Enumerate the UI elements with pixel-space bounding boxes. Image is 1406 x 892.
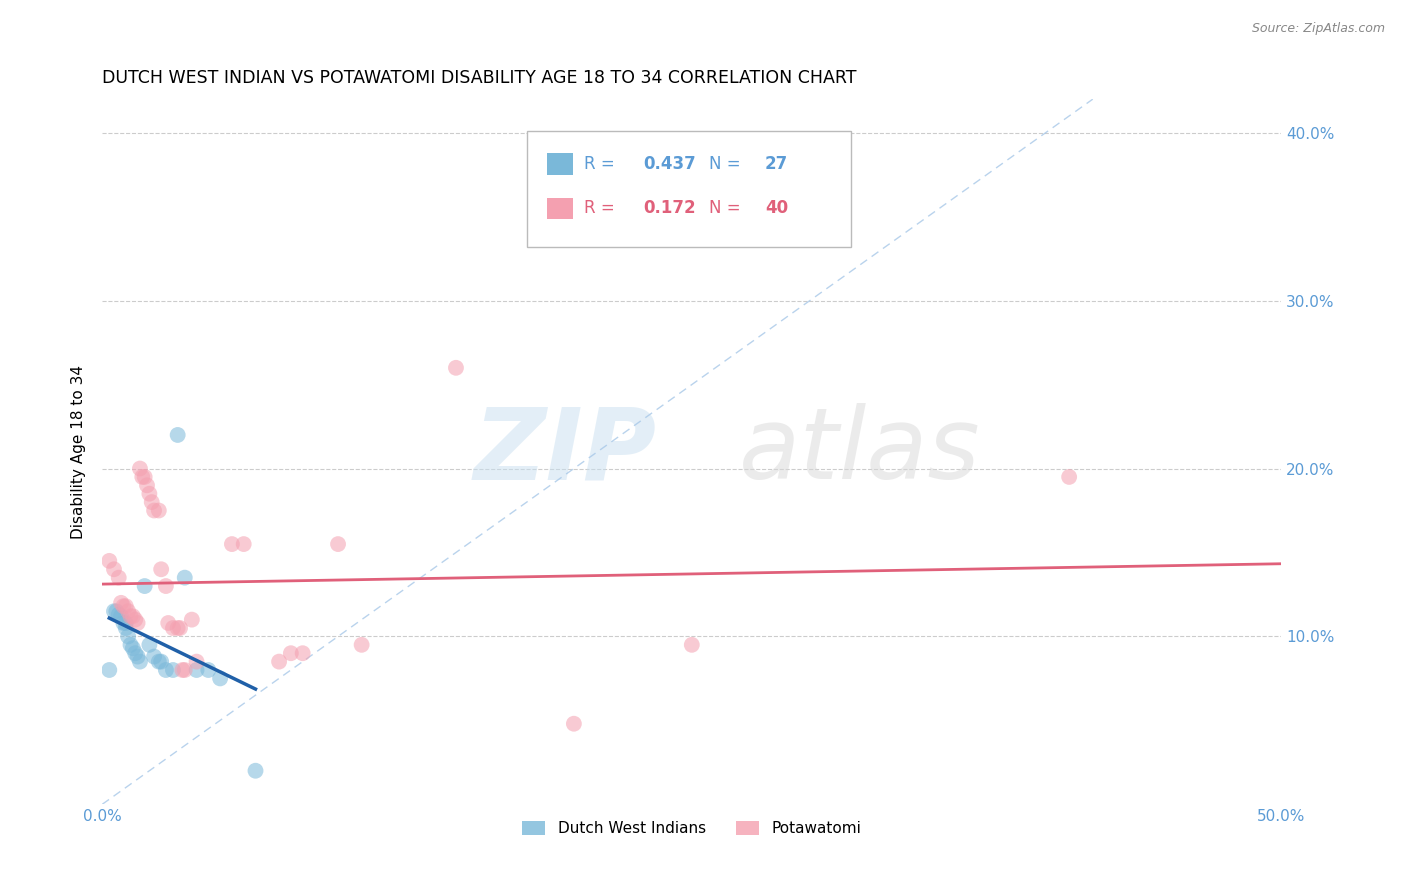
Point [127,649,149,664]
Point [162,663,184,677]
Text: 27: 27 [765,155,789,173]
Text: DUTCH WEST INDIAN VS POTAWATOMI DISABILITY AGE 18 TO 34 CORRELATION CHART: DUTCH WEST INDIAN VS POTAWATOMI DISABILI… [103,69,856,87]
Point [136,478,159,492]
Bar [547,153,572,175]
Point [112,599,135,614]
Point [173,571,195,585]
Point [117,604,139,618]
Text: 0.437: 0.437 [644,155,696,173]
Y-axis label: Disability Age 18 to 34: Disability Age 18 to 34 [72,365,86,539]
Point [155,579,177,593]
Text: atlas: atlas [740,403,980,500]
Point [172,663,194,677]
Point [280,646,302,660]
Point [221,537,243,551]
Point [245,764,267,778]
Text: N =: N = [710,200,747,218]
Point [162,621,184,635]
Point [209,672,232,686]
Point [129,461,152,475]
Point [124,613,146,627]
Point [129,655,152,669]
Point [117,629,139,643]
Point [150,562,173,576]
Point [110,609,132,624]
Point [562,716,585,731]
Point [138,487,160,501]
Legend: Dutch West Indians, Potawatomi: Dutch West Indians, Potawatomi [516,815,868,843]
Point [127,615,149,630]
Point [186,655,208,669]
Point [120,609,142,624]
Point [138,638,160,652]
Point [134,579,156,593]
Point [1057,470,1080,484]
Point [169,621,191,635]
Text: ZIP: ZIP [474,403,657,500]
Point [143,503,166,517]
Text: 0.172: 0.172 [644,200,696,218]
Point [157,615,180,630]
Text: N =: N = [710,155,747,173]
Point [105,604,128,618]
Point [120,638,142,652]
Point [114,599,136,614]
Point [114,621,136,635]
Point [232,537,254,551]
Point [98,554,121,568]
Point [112,615,135,630]
Bar [547,198,572,219]
Text: 40: 40 [765,200,787,218]
Point [107,571,129,585]
Point [110,596,132,610]
Point [681,638,703,652]
Point [143,649,166,664]
Point [103,562,125,576]
Point [186,663,208,677]
Point [114,615,136,630]
Point [150,655,173,669]
Point [180,613,202,627]
Point [444,360,467,375]
Point [166,621,188,635]
Point [267,655,290,669]
Point [107,607,129,622]
Text: R =: R = [585,155,620,173]
Point [350,638,373,652]
Point [166,428,188,442]
Point [134,470,156,484]
Text: Source: ZipAtlas.com: Source: ZipAtlas.com [1251,22,1385,36]
Point [173,663,195,677]
Point [148,503,170,517]
Point [141,495,163,509]
Point [124,646,146,660]
Point [122,641,145,656]
Point [197,663,219,677]
Point [122,609,145,624]
Point [103,604,125,618]
Point [291,646,314,660]
FancyBboxPatch shape [527,131,851,247]
Point [131,470,153,484]
Point [155,663,177,677]
Text: R =: R = [585,200,620,218]
Point [148,655,170,669]
Point [98,663,121,677]
Point [326,537,349,551]
